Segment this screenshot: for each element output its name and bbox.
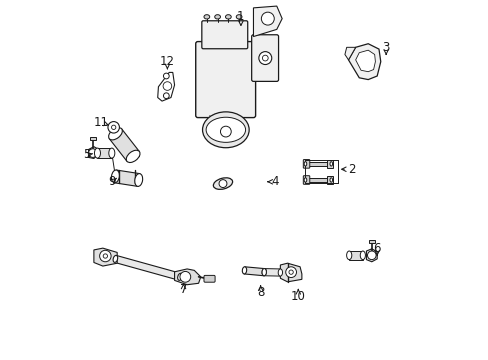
Circle shape (163, 82, 171, 90)
Polygon shape (114, 256, 181, 280)
Text: 2: 2 (347, 163, 355, 176)
Circle shape (100, 250, 111, 262)
Polygon shape (264, 269, 280, 276)
Bar (368, 239, 374, 243)
Circle shape (163, 73, 169, 79)
Ellipse shape (214, 15, 220, 19)
Bar (326, 159, 333, 168)
Ellipse shape (108, 128, 122, 140)
Text: 6: 6 (373, 242, 380, 255)
Ellipse shape (108, 148, 115, 158)
Ellipse shape (213, 178, 232, 189)
Polygon shape (114, 170, 140, 186)
Polygon shape (305, 178, 330, 182)
Text: 9: 9 (108, 175, 115, 188)
Ellipse shape (113, 255, 118, 262)
Text: 5: 5 (83, 148, 90, 161)
Ellipse shape (94, 148, 100, 158)
Polygon shape (253, 6, 282, 37)
Circle shape (261, 12, 274, 25)
Ellipse shape (225, 15, 231, 19)
Polygon shape (158, 72, 174, 101)
Circle shape (219, 180, 226, 188)
Polygon shape (109, 129, 139, 161)
Polygon shape (94, 248, 117, 266)
Polygon shape (174, 269, 201, 285)
Polygon shape (366, 249, 376, 262)
Ellipse shape (135, 174, 142, 186)
Ellipse shape (262, 269, 266, 276)
Ellipse shape (236, 15, 242, 19)
Polygon shape (305, 162, 330, 166)
FancyBboxPatch shape (303, 176, 309, 184)
Polygon shape (348, 251, 362, 260)
Circle shape (111, 125, 116, 130)
Ellipse shape (242, 267, 246, 274)
Polygon shape (348, 44, 380, 80)
Text: 8: 8 (256, 287, 264, 300)
Text: 3: 3 (382, 41, 389, 54)
Text: 11: 11 (93, 116, 108, 129)
FancyBboxPatch shape (303, 159, 309, 168)
Circle shape (163, 93, 169, 99)
Polygon shape (355, 50, 375, 72)
Text: 7: 7 (180, 283, 187, 296)
Polygon shape (88, 147, 97, 158)
FancyBboxPatch shape (203, 275, 215, 282)
Ellipse shape (329, 178, 332, 182)
Circle shape (88, 149, 97, 157)
Circle shape (103, 254, 107, 258)
Ellipse shape (304, 162, 306, 166)
Polygon shape (244, 267, 264, 276)
FancyBboxPatch shape (251, 35, 278, 81)
Circle shape (285, 267, 296, 278)
Polygon shape (280, 263, 301, 282)
Circle shape (180, 271, 190, 282)
Polygon shape (212, 116, 241, 144)
Polygon shape (97, 148, 112, 158)
Ellipse shape (206, 117, 245, 142)
Circle shape (262, 55, 267, 61)
Circle shape (288, 270, 293, 274)
Circle shape (367, 251, 375, 260)
Text: 10: 10 (290, 290, 305, 303)
FancyBboxPatch shape (195, 41, 255, 118)
Ellipse shape (360, 251, 365, 260)
Text: 12: 12 (160, 55, 175, 68)
FancyBboxPatch shape (202, 21, 247, 49)
Ellipse shape (111, 170, 119, 183)
Ellipse shape (278, 269, 282, 276)
Ellipse shape (329, 162, 332, 166)
Text: 1: 1 (237, 10, 244, 23)
Ellipse shape (177, 273, 182, 280)
Ellipse shape (202, 112, 249, 148)
Polygon shape (344, 47, 355, 60)
Circle shape (108, 122, 119, 133)
Ellipse shape (346, 251, 351, 260)
Text: 4: 4 (271, 175, 278, 188)
Ellipse shape (203, 15, 209, 19)
Bar (326, 176, 333, 184)
Circle shape (258, 51, 271, 64)
Ellipse shape (126, 150, 140, 162)
Ellipse shape (262, 269, 266, 276)
Circle shape (220, 126, 231, 137)
Ellipse shape (304, 178, 306, 182)
Bar (89, 136, 96, 140)
